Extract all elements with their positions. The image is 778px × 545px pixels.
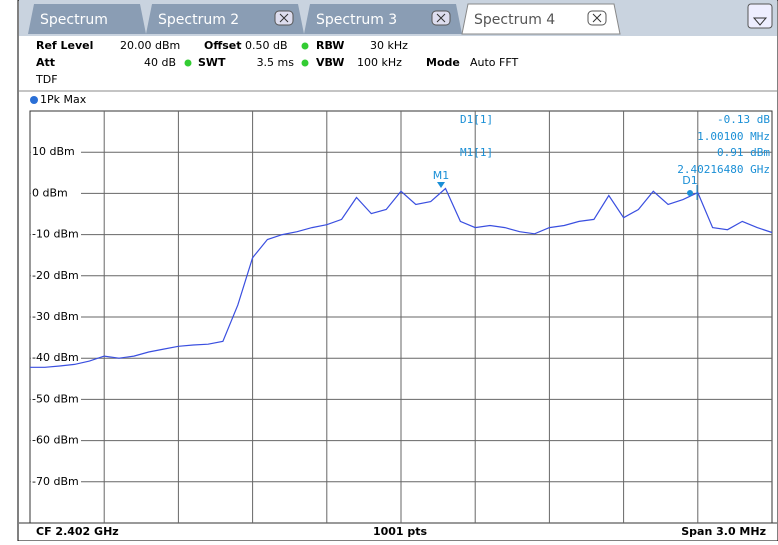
label: Ref Level	[36, 39, 93, 52]
marker-label: M1	[433, 169, 450, 182]
close-icon	[279, 13, 602, 23]
value: 100 kHz	[357, 56, 402, 69]
label: Offset	[204, 39, 242, 52]
indicator	[301, 59, 309, 67]
readout-level: 0.91 dBm	[717, 146, 770, 159]
menu-button[interactable]	[747, 3, 773, 29]
tab-label: Spectrum	[40, 12, 108, 28]
indicator	[184, 59, 192, 67]
label: VBW	[316, 56, 344, 69]
tick-label-bg	[31, 268, 81, 283]
value: TDF	[35, 73, 58, 86]
tick-label-bg	[31, 186, 81, 201]
y-tick-label: -70 dBm	[32, 475, 79, 488]
tab-label: Spectrum 3	[316, 12, 397, 28]
tick-label-bg	[31, 433, 81, 448]
marker-symbol	[437, 182, 445, 188]
tab-label: Spectrum 2	[158, 12, 239, 28]
y-tick-label: -50 dBm	[32, 392, 79, 405]
y-tick-label: -30 dBm	[32, 310, 79, 323]
footer-center: CF 2.402 GHz	[36, 525, 119, 538]
label: Mode	[426, 56, 460, 69]
tab-active[interactable]	[461, 3, 621, 35]
trace-indicator	[30, 96, 38, 104]
readout-freq: 1.00100 MHz	[697, 130, 770, 143]
tab[interactable]	[304, 4, 462, 34]
y-tick-label: 10 dBm	[32, 145, 75, 158]
value: 3.5 ms	[257, 56, 295, 69]
readout-name: D1[1]	[460, 113, 493, 126]
value: 20.00 dBm	[120, 39, 180, 52]
trace	[30, 187, 773, 368]
tick-label-bg	[31, 310, 81, 324]
tick-label-bg	[31, 351, 81, 366]
value: 40 dB	[144, 56, 176, 69]
y-tick-label: -40 dBm	[32, 351, 79, 364]
y-tick-label: -20 dBm	[32, 269, 79, 282]
tabs: Spectrum Spectrum 2 Spectrum 3 Spectrum …	[28, 3, 773, 35]
value: 0.50 dB	[245, 39, 288, 52]
footer-points: 1001 pts	[373, 525, 428, 538]
tab-label: Spectrum 4	[474, 12, 555, 28]
menu-icon	[752, 17, 768, 26]
label: RBW	[316, 39, 344, 52]
tab[interactable]	[146, 4, 304, 34]
label: SWT	[198, 56, 226, 69]
footer-span: Span 3.0 MHz	[681, 525, 766, 538]
indicator	[301, 42, 309, 50]
label: Att	[36, 56, 55, 69]
y-tick-label: 0 dBm	[32, 186, 68, 199]
value: Auto FFT	[470, 56, 518, 69]
tick-label-bg	[31, 392, 81, 407]
y-tick-label: -60 dBm	[32, 434, 79, 447]
y-tick-label: -10 dBm	[32, 228, 79, 241]
trace-label: 1Pk Max	[40, 93, 87, 106]
tick-label-bg	[31, 474, 81, 489]
marker-symbol	[687, 190, 693, 196]
tick-label-bg	[31, 145, 81, 160]
readout-level: -0.13 dB	[717, 113, 770, 126]
marker-label: D1	[682, 174, 697, 187]
readout-freq: 2.40216480 GHz	[677, 163, 770, 176]
settings: Ref Level 20.00 dBm Offset 0.50 dB RBW 3…	[35, 39, 518, 86]
value: 30 kHz	[370, 39, 408, 52]
tick-label-bg	[31, 227, 81, 242]
readout-name: M1[1]	[460, 146, 493, 159]
tab[interactable]	[28, 4, 146, 34]
